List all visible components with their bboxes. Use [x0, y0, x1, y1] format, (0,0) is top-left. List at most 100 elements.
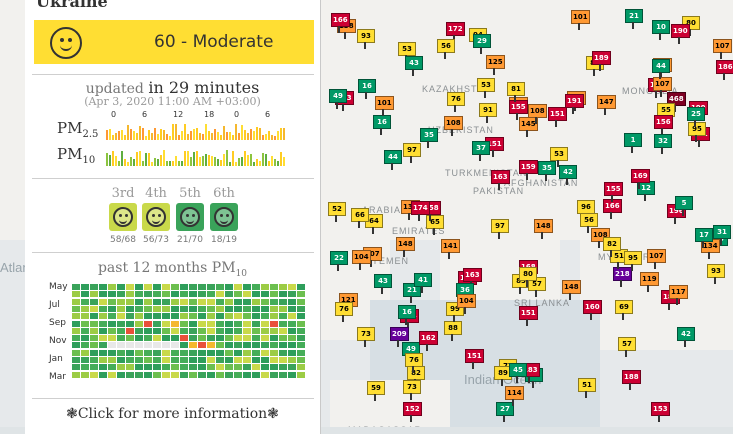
station-marker[interactable]: 97 [491, 219, 509, 239]
station-marker[interactable]: 41 [414, 273, 432, 293]
station-marker[interactable]: 218 [613, 267, 632, 287]
station-marker[interactable]: 101 [571, 10, 590, 30]
station-marker[interactable]: 95 [624, 251, 642, 271]
station-marker[interactable]: 16 [358, 79, 376, 99]
station-marker[interactable]: 35 [538, 161, 556, 181]
station-marker[interactable]: 81 [507, 82, 525, 102]
station-marker[interactable]: 117 [669, 285, 688, 305]
station-marker[interactable]: 188 [622, 370, 641, 390]
station-marker[interactable]: 169 [631, 169, 650, 189]
station-marker[interactable]: 12 [637, 181, 655, 201]
station-marker[interactable]: 73 [403, 380, 421, 400]
station-marker[interactable]: 148 [396, 237, 415, 257]
station-marker[interactable]: 125 [486, 55, 505, 75]
station-marker[interactable]: 16 [398, 305, 416, 325]
station-marker[interactable]: 76 [447, 92, 465, 112]
station-marker[interactable]: 93 [357, 29, 375, 49]
station-marker[interactable]: 104 [352, 250, 371, 270]
station-marker[interactable]: 162 [419, 331, 438, 351]
station-marker[interactable]: 107 [713, 39, 732, 59]
history-heatmap[interactable] [72, 284, 305, 380]
station-marker[interactable]: 166 [603, 199, 622, 219]
station-marker[interactable]: 108 [528, 104, 547, 124]
station-marker[interactable]: 155 [509, 100, 528, 120]
station-marker[interactable]: 88 [444, 321, 462, 341]
station-marker[interactable]: 53 [477, 78, 495, 98]
station-marker[interactable]: 44 [652, 59, 670, 79]
station-marker[interactable]: 468 [667, 92, 686, 112]
forecast-smile-face-icon[interactable] [109, 203, 137, 231]
station-marker[interactable]: 119 [640, 272, 659, 292]
station-marker[interactable]: 42 [677, 327, 695, 347]
station-marker[interactable]: 43 [374, 274, 392, 294]
station-marker[interactable]: 160 [583, 300, 602, 320]
station-marker[interactable]: 45 [509, 363, 527, 383]
station-marker[interactable]: 44 [384, 150, 402, 170]
station-marker[interactable]: 107 [647, 249, 666, 269]
station-marker[interactable]: 156 [654, 115, 673, 135]
station-marker[interactable]: 174 [411, 201, 430, 221]
station-marker[interactable]: 108 [444, 116, 463, 136]
forecast-smile-face-icon[interactable] [142, 203, 170, 231]
station-marker[interactable]: 57 [618, 337, 636, 357]
station-marker[interactable]: 42 [559, 165, 577, 185]
station-marker[interactable]: 43 [405, 56, 423, 76]
station-marker[interactable]: 5 [675, 196, 693, 216]
station-marker[interactable]: 95 [688, 122, 706, 142]
station-marker[interactable]: 10 [652, 20, 670, 40]
station-marker[interactable]: 49 [329, 89, 347, 109]
station-marker[interactable]: 145 [519, 117, 538, 137]
station-marker[interactable]: 91 [479, 103, 497, 123]
station-marker[interactable]: 196 [667, 204, 686, 224]
station-marker[interactable]: 76 [335, 302, 353, 322]
station-marker[interactable]: 25 [687, 107, 705, 127]
station-marker[interactable]: 159 [519, 160, 538, 180]
station-marker[interactable]: 155 [604, 182, 623, 202]
station-marker[interactable]: 89 [494, 366, 512, 386]
station-marker[interactable]: 56 [580, 213, 598, 233]
station-marker[interactable]: 73 [357, 327, 375, 347]
station-marker[interactable]: 37 [472, 141, 490, 161]
more-info-link[interactable]: ❃Click for more information❃ [66, 406, 279, 422]
station-marker[interactable]: 66 [351, 208, 369, 228]
station-marker[interactable]: 191 [565, 94, 584, 114]
station-info-panel[interactable]: Ukraine 60 - Moderate updated in 29 minu… [25, 0, 321, 434]
station-marker[interactable]: 151 [519, 306, 538, 326]
station-marker[interactable]: 166 [331, 13, 350, 33]
station-marker[interactable]: 35 [420, 128, 438, 148]
station-marker[interactable]: 151 [548, 107, 567, 127]
station-marker[interactable]: 93 [707, 264, 725, 284]
station-marker[interactable]: 141 [441, 239, 460, 259]
pm25-hourly-chart[interactable] [106, 122, 288, 140]
forecast-smile-face-icon[interactable] [176, 203, 204, 231]
station-marker[interactable]: 59 [367, 381, 385, 401]
station-marker[interactable]: 27 [496, 402, 514, 422]
station-marker[interactable]: 32 [654, 134, 672, 154]
station-marker[interactable]: 151 [465, 349, 484, 369]
forecast-smile-face-icon[interactable] [210, 203, 238, 231]
station-marker[interactable]: 80 [519, 267, 537, 287]
station-marker[interactable]: 51 [578, 378, 596, 398]
station-marker[interactable]: 147 [597, 95, 616, 115]
station-marker[interactable]: 29 [473, 34, 491, 54]
station-marker[interactable]: 172 [446, 22, 465, 42]
station-marker[interactable]: 107 [653, 77, 672, 97]
station-marker[interactable]: 53 [550, 147, 568, 167]
station-marker[interactable]: 52 [328, 202, 346, 222]
station-marker[interactable]: 152 [403, 402, 422, 422]
station-marker[interactable]: 190 [671, 24, 690, 44]
station-marker[interactable]: 82 [603, 237, 621, 257]
station-marker[interactable]: 153 [651, 402, 670, 422]
station-marker[interactable]: 69 [615, 300, 633, 320]
pm10-hourly-chart[interactable] [106, 148, 288, 166]
station-marker[interactable]: 186 [716, 60, 733, 80]
station-marker[interactable]: 148 [562, 280, 581, 300]
station-marker[interactable]: 22 [330, 251, 348, 271]
station-marker[interactable]: 56 [437, 39, 455, 59]
station-marker[interactable]: 31 [713, 225, 731, 245]
station-marker[interactable]: 163 [491, 170, 510, 190]
station-marker[interactable]: 189 [592, 51, 611, 71]
station-marker[interactable]: 17 [695, 228, 713, 248]
station-marker[interactable]: 114 [505, 386, 524, 406]
station-marker[interactable]: 76 [405, 353, 423, 373]
